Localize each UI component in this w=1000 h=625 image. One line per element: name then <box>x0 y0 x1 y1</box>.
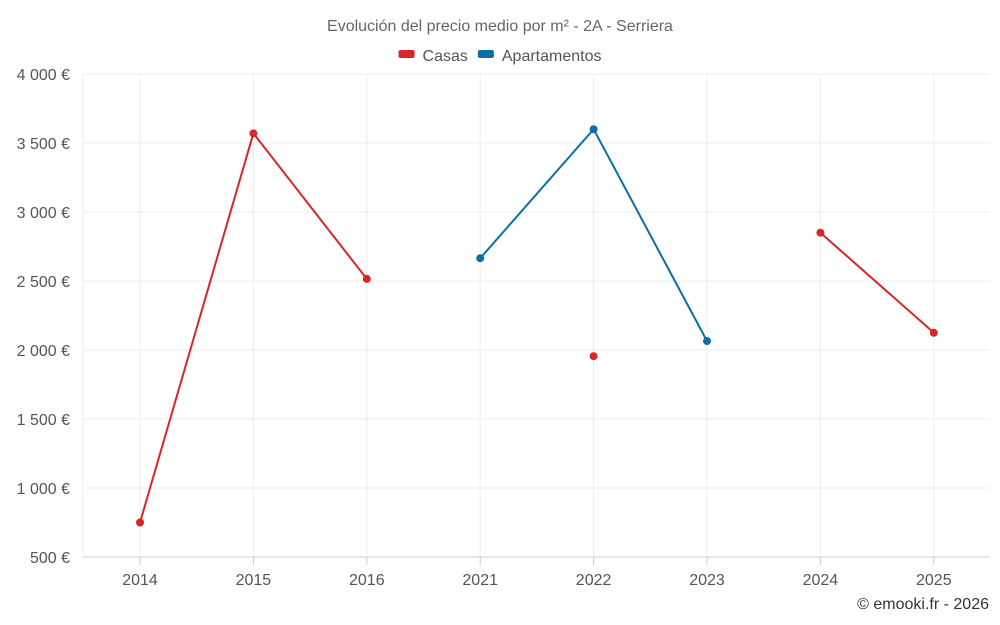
y-tick-label: 4 000 € <box>17 67 70 84</box>
data-point-casas <box>589 352 598 361</box>
y-tick-label: 1 500 € <box>17 412 70 429</box>
legend-label: Casas <box>423 48 468 65</box>
legend-item-apartamentos[interactable]: Apartamentos <box>477 48 602 65</box>
data-point-apartamentos <box>476 254 485 263</box>
series-line-casas <box>819 231 935 334</box>
x-tick-label: 2015 <box>236 572 272 589</box>
chart-credit: © emooki.fr - 2026 <box>857 596 989 613</box>
y-tick-label: 2 500 € <box>17 274 70 291</box>
x-tick-label: 2014 <box>122 572 158 589</box>
data-point-casas <box>362 274 371 283</box>
y-tick-label: 1 000 € <box>17 481 70 498</box>
legend: Casas Apartamentos <box>398 48 602 65</box>
y-gridlines <box>83 73 990 489</box>
x-tick-label: 2024 <box>803 572 839 589</box>
series-points <box>136 125 938 527</box>
y-tick-label: 500 € <box>30 550 70 567</box>
y-tick-label: 3 000 € <box>17 205 70 222</box>
data-point-casas <box>929 328 938 337</box>
chart-title: Evolución del precio medio por m² - 2A -… <box>327 18 673 35</box>
y-axis-ticks: 500 € 1 000 € 1 500 € 2 000 € 2 500 € 3 000 €… <box>17 67 70 567</box>
x-tick-label: 2022 <box>576 572 612 589</box>
data-point-casas <box>249 129 258 138</box>
legend-item-casas[interactable]: Casas <box>398 48 468 65</box>
legend-label: Apartamentos <box>502 48 602 65</box>
legend-swatch <box>477 50 494 58</box>
y-tick-label: 3 500 € <box>17 136 70 153</box>
x-tick-label: 2016 <box>349 572 385 589</box>
x-tick-label: 2025 <box>916 572 952 589</box>
x-tick-label: 2021 <box>462 572 498 589</box>
x-gridlines <box>82 74 935 557</box>
legend-swatch <box>398 50 415 58</box>
x-tick-label: 2023 <box>689 572 725 589</box>
x-axis-ticks: 2014 2015 2016 2021 2022 2023 2024 2025 <box>122 557 952 589</box>
data-point-casas <box>136 518 144 527</box>
data-point-apartamentos <box>703 337 711 346</box>
series-lines <box>139 127 935 523</box>
data-point-casas <box>816 228 825 237</box>
data-point-apartamentos <box>589 125 598 134</box>
y-tick-label: 2 000 € <box>17 343 70 360</box>
